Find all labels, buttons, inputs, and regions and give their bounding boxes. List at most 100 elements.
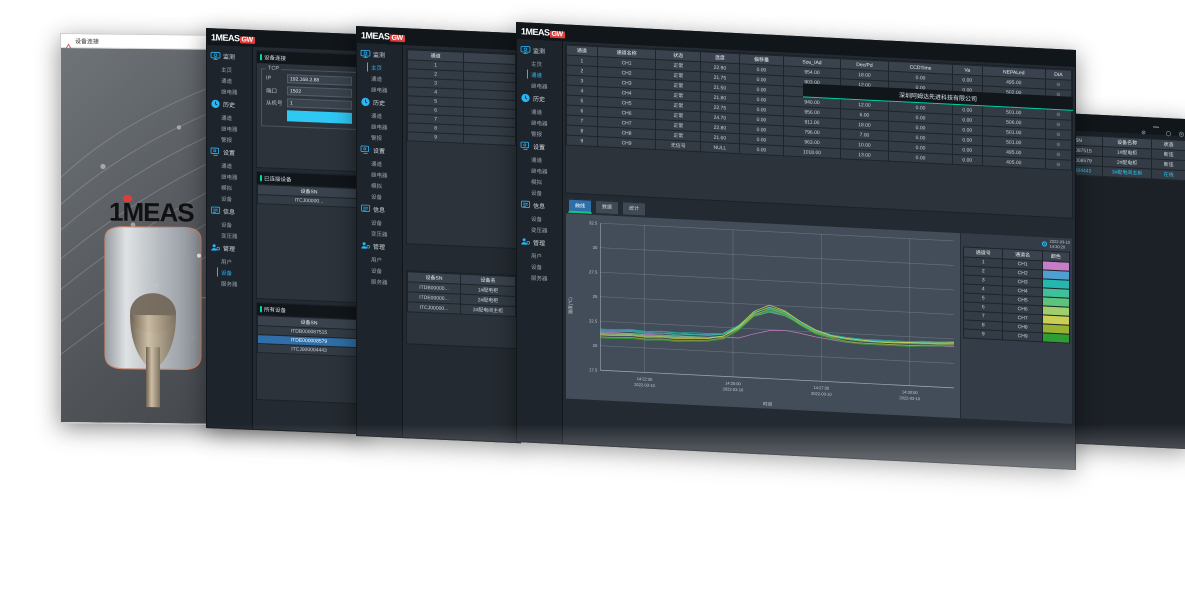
sidebar-item-transformer[interactable]: 变压器 [371,231,388,238]
cell-color[interactable] [1042,333,1070,344]
field-port-row[interactable]: 端口 1502 [266,85,352,98]
content-connect: 设备连接 TCP IP 192.168.2.88 端口 1502 [253,47,365,433]
sidebar-group-label: 管理 [533,240,546,248]
tab-1[interactable]: 数据 [595,199,620,216]
svg-text:2022-03-10: 2022-03-10 [899,395,920,401]
cell-ccd: 0.00 [888,151,953,165]
sidebar-group-info[interactable]: 信息 [357,201,402,218]
sidebar-channels[interactable]: 监测 主页 通道 继电器 历史 通道 继电器 警报 设置 [357,43,403,438]
measurement-table[interactable]: 通道 通道名称 状态 温度 偏移量 Sou_IAd Dec/Pd CCDTime Va NEPAL… [566,45,1072,171]
sidebar-group-history[interactable]: 历史 [517,90,562,107]
sidebar-group-settings[interactable]: 设置 [207,144,252,161]
brand-logo: 1MEAS GW [211,32,255,44]
restore-icon[interactable] [1165,124,1172,136]
sidebar-item-server[interactable]: 服务器 [221,281,238,288]
sidebar-group-label: 管理 [223,246,236,254]
minimize-icon[interactable] [1153,125,1159,128]
chart-area: 32.5 30 27.5 25 22.5 20 17.5 14:22:30 2022-03-10… [566,213,1072,424]
device-list-table[interactable]: 设备SN 设备名 ITDB00000... 1#配电柜 ITDE00000...… [407,271,516,317]
connected-devices-table[interactable]: 设备SN ITCJ00000... [257,184,361,208]
sidebar-item-set-device[interactable]: 设备 [371,194,383,201]
ip-input[interactable]: 192.168.2.88 [287,74,352,86]
sidebar-item-alarm[interactable]: 警报 [221,137,233,144]
window-connect[interactable]: 1MEAS GW 监测 主页 通道 继电器 历史 通道 [206,28,366,435]
sidebar-item-relay[interactable]: 继电器 [371,87,388,94]
color-swatch [1043,338,1069,339]
content-channels: 通道 1 2 3 4 5 6 7 8 9 [403,45,520,442]
svg-text:14:27:30: 14:27:30 [813,385,829,391]
color-swatch [1043,284,1069,285]
sidebar-item-relay[interactable]: 继电器 [221,89,238,96]
sidebar-item-transformer[interactable]: 变压器 [221,233,238,240]
history-icon [210,98,221,109]
info-icon [520,199,531,211]
connect-button[interactable] [287,110,352,124]
monitor-icon [210,50,221,61]
sidebar-group-info[interactable]: 信息 [517,197,562,214]
sidebar-item-transformer[interactable]: 变压器 [531,227,548,235]
cell-dec: 13.00 [840,148,889,162]
sidebar-group-admin[interactable]: 管理 [207,240,252,257]
sidebar-group-history[interactable]: 历史 [207,96,252,113]
sidebar-main[interactable]: 监测 主页 通道 继电器 历史 通道 继电器 警报 设置 [517,39,563,444]
color-swatch [1043,302,1069,303]
titlebar-devices[interactable] [1041,113,1185,137]
settings-icon [210,146,221,157]
svg-text:27.5: 27.5 [589,269,598,274]
all-devices-table[interactable]: 设备SN ITDB000087515 ITDE000008579 ITCJ000… [257,315,361,357]
tab-2[interactable]: 统计 [622,201,647,217]
svg-text:20: 20 [593,343,598,348]
sidebar-item-server[interactable]: 服务器 [531,275,548,283]
sidebar-group-admin[interactable]: 管理 [357,238,402,255]
sidebar-group-monitor[interactable]: 监测 [357,46,402,63]
tab-0[interactable]: 曲线 [568,198,593,214]
sidebar-group-label: 设置 [533,144,546,152]
sidebar-item-set-device[interactable]: 设备 [221,196,233,203]
close-icon[interactable] [1178,124,1185,137]
cell-va: 0.00 [952,154,983,166]
sidebar-connect[interactable]: 监测 主页 通道 继电器 历史 通道 继电器 警报 设置 [207,45,253,429]
gear-icon[interactable] [1140,122,1147,134]
chart-xlabel: 时间 [763,401,772,407]
card-channel-table: 通道 1 2 3 4 5 6 7 8 9 [406,48,517,250]
color-swatch [1043,311,1069,312]
cell-ch: 9 [566,135,598,147]
history-icon [360,96,371,107]
sidebar-group-admin[interactable]: 管理 [517,234,562,251]
chart-plot[interactable]: 32.5 30 27.5 25 22.5 20 17.5 14:22:30 2022-03-10… [566,213,960,419]
field-ip-row[interactable]: IP 192.168.2.88 [266,73,352,86]
svg-text:14:22:30: 14:22:30 [637,376,653,382]
cell-name: CH9 [597,136,656,150]
cell-state: 无信号 [655,139,701,152]
sidebar-group-monitor[interactable]: 监测 [517,42,562,59]
window-main[interactable]: 1MEAS GW 监测 主页 通道 继电器 历史 通道 [516,22,1076,470]
window-channels[interactable]: 1MEAS GW 监测 主页 通道 继电器 历史 通道 [356,26,521,444]
cell-dia[interactable]: ⚙ [1045,158,1072,171]
slave-input[interactable]: 1 [287,98,352,110]
admin-icon [520,236,531,248]
sidebar-group-monitor[interactable]: 监测 [207,48,252,65]
sidebar-group-label: 监测 [533,48,546,56]
sidebar-item-server[interactable]: 服务器 [371,279,388,286]
chart-svg: 32.53027.52522.52017.514:22:302022-03-10… [589,220,954,401]
sidebar-group-history[interactable]: 历史 [357,94,402,111]
cell-no: 9 [963,329,1003,341]
sidebar-group-label: 信息 [223,209,236,217]
sidebar-group-settings[interactable]: 设置 [357,142,402,159]
splash-titlebar: 设备连接 [61,34,359,52]
color-swatch [1043,266,1069,267]
window-devices[interactable]: 设备SN 设备名称 状态 ITDB000087515 1#配电柜 断连 ITDE… [1040,112,1185,450]
channel-table[interactable]: 通道 1 2 3 4 5 6 7 8 9 [407,49,516,146]
sidebar-item-set-device[interactable]: 设备 [531,190,543,197]
chart-ylabel: 温度(℃) [568,297,573,315]
port-input[interactable]: 1502 [287,86,352,98]
sidebar-item-relay[interactable]: 继电器 [531,83,548,91]
settings-icon [360,144,371,155]
field-slave-row[interactable]: 从机号 1 [266,97,352,110]
sidebar-group-info[interactable]: 信息 [207,203,252,220]
legend-table[interactable]: 通道号 通道名 颜色 1 CH1 2 CH2 3 CH3 4 CH4 5 CH5 6 CH6 7 CH7 8 CH8… [963,247,1070,344]
sidebar-group-settings[interactable]: 设置 [517,138,562,155]
sidebar-item-alarm[interactable]: 警报 [371,135,383,142]
sidebar-item-alarm[interactable]: 警报 [531,131,543,138]
refresh-icon[interactable] [1041,240,1048,247]
